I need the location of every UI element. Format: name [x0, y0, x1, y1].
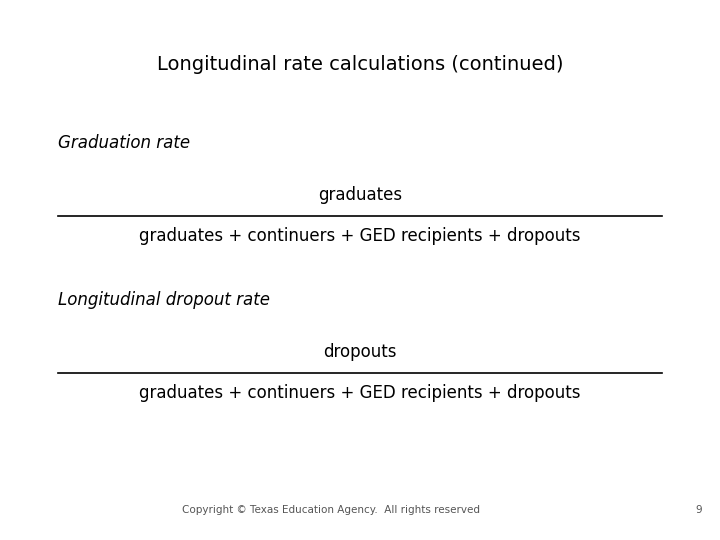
Text: Copyright © Texas Education Agency.  All rights reserved: Copyright © Texas Education Agency. All …: [182, 505, 480, 515]
Text: Longitudinal dropout rate: Longitudinal dropout rate: [58, 291, 269, 309]
Text: Longitudinal rate calculations (continued): Longitudinal rate calculations (continue…: [157, 55, 563, 75]
Text: dropouts: dropouts: [323, 343, 397, 361]
Text: graduates + continuers + GED recipients + dropouts: graduates + continuers + GED recipients …: [139, 227, 581, 245]
Text: Graduation rate: Graduation rate: [58, 134, 190, 152]
Text: 9: 9: [696, 505, 702, 515]
Text: graduates: graduates: [318, 186, 402, 205]
Text: graduates + continuers + GED recipients + dropouts: graduates + continuers + GED recipients …: [139, 383, 581, 402]
